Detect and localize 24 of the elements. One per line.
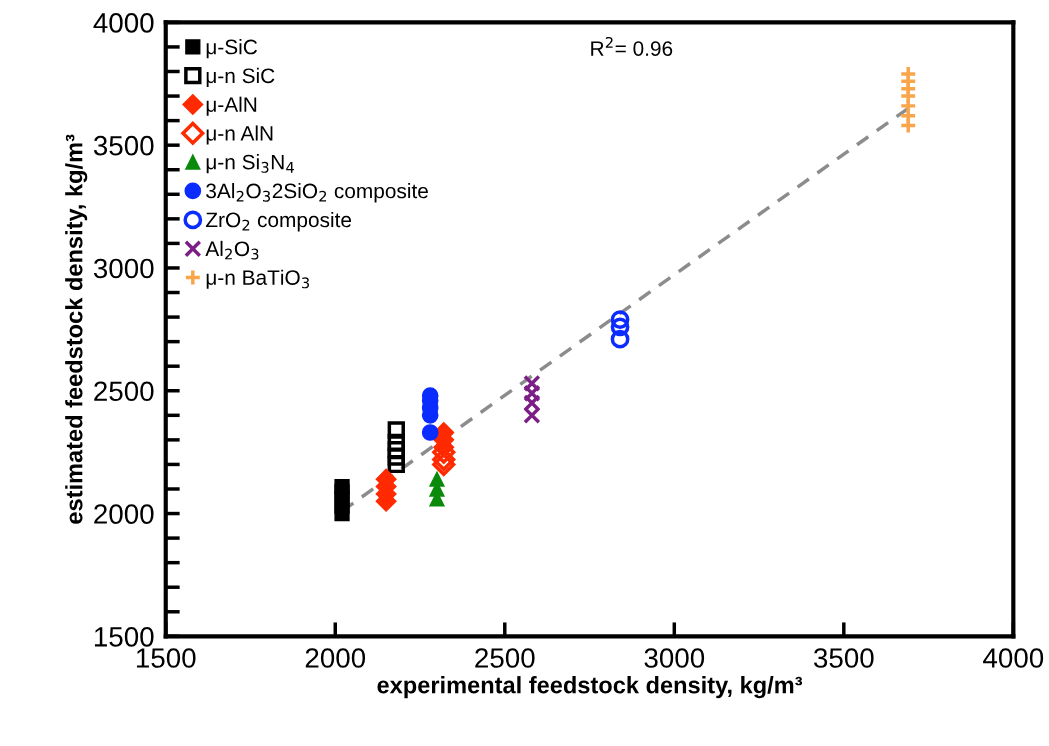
y-tick-label: 4000 (93, 13, 154, 33)
x-tick-label: 2000 (305, 648, 366, 668)
x-tick-label: 3000 (644, 648, 705, 668)
y-tick-label: 3500 (93, 135, 154, 156)
legend-label: 3Al$_{2}$O$_{3}$2SiO$_{2}$ composite (206, 183, 428, 203)
y-tick-label: 1500 (94, 627, 154, 647)
x-tick-label: 3500 (813, 648, 874, 668)
annotation: R$^{2}$= 0.96 (591, 36, 673, 56)
legend-label: μ-SiC (206, 39, 258, 59)
y-axis-title: estimated feedstock density, kg/m³ (65, 134, 88, 524)
x-tick-label: 1500 (136, 648, 196, 668)
x-axis-title: experimental feedstock density, kg/m³ (377, 676, 803, 699)
x-tick-label: 2500 (475, 648, 535, 668)
legend-label: Al$_{2}$O$_{3}$ (205, 240, 259, 260)
legend-label: μ-n SiC (206, 67, 275, 87)
legend-label: μ-AlN (206, 96, 257, 116)
y-tick-label: 3000 (93, 258, 154, 279)
legend-label: μ-n Si$_{3}$N$_{4}$ (206, 154, 294, 174)
legend-label: ZrO$_{2}$ composite (205, 211, 352, 232)
y-tick-label: 2000 (94, 504, 154, 524)
y-tick-label: 2500 (94, 381, 154, 402)
legend-label: μ-n AlN (206, 125, 273, 145)
x-tick-label: 4000 (983, 648, 1044, 668)
legend-label: μ-n BaTiO$_{3}$ (206, 269, 309, 289)
